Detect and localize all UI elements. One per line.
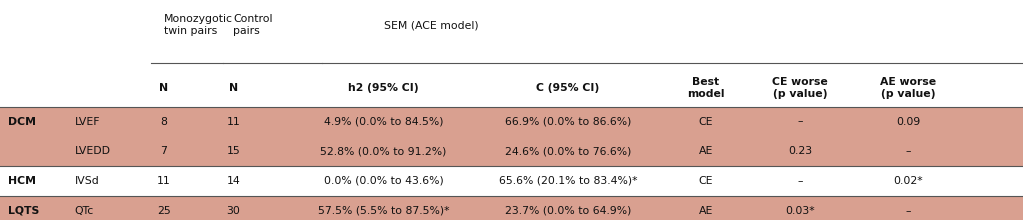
Text: 66.9% (0.0% to 86.6%): 66.9% (0.0% to 86.6%): [504, 117, 631, 126]
Bar: [0, 107, 1023, 136]
Text: 0.0% (0.0% to 43.6%): 0.0% (0.0% to 43.6%): [323, 176, 444, 186]
Text: Best
model: Best model: [687, 77, 724, 99]
Text: 0.23: 0.23: [788, 146, 812, 156]
Text: 30: 30: [226, 206, 240, 216]
Text: LVEF: LVEF: [75, 117, 100, 126]
Text: AE: AE: [699, 146, 713, 156]
Text: N: N: [160, 83, 168, 93]
Text: 0.02*: 0.02*: [894, 176, 923, 186]
Text: N: N: [229, 83, 237, 93]
Text: DCM: DCM: [8, 117, 36, 126]
Text: CE worse
(p value): CE worse (p value): [772, 77, 828, 99]
Text: HCM: HCM: [8, 176, 36, 186]
Text: –: –: [905, 146, 911, 156]
Bar: [0, 196, 1023, 220]
Text: 8: 8: [161, 117, 167, 126]
Text: Monozygotic
twin pairs: Monozygotic twin pairs: [164, 15, 232, 36]
Text: 11: 11: [226, 117, 240, 126]
Text: 65.6% (20.1% to 83.4%)*: 65.6% (20.1% to 83.4%)*: [498, 176, 637, 186]
Text: CE: CE: [699, 176, 713, 186]
Text: 52.8% (0.0% to 91.2%): 52.8% (0.0% to 91.2%): [320, 146, 447, 156]
Text: 0.09: 0.09: [896, 117, 921, 126]
Text: 11: 11: [157, 176, 171, 186]
Text: –: –: [797, 176, 803, 186]
Text: 4.9% (0.0% to 84.5%): 4.9% (0.0% to 84.5%): [324, 117, 443, 126]
Text: C (95% CI): C (95% CI): [536, 83, 599, 93]
Text: LVEDD: LVEDD: [75, 146, 110, 156]
Text: –: –: [905, 206, 911, 216]
Text: 14: 14: [226, 176, 240, 186]
Text: QTc: QTc: [75, 206, 94, 216]
Text: LQTS: LQTS: [8, 206, 40, 216]
Text: Control
pairs: Control pairs: [233, 15, 273, 36]
Text: h2 (95% CI): h2 (95% CI): [348, 83, 419, 93]
Text: 23.7% (0.0% to 64.9%): 23.7% (0.0% to 64.9%): [504, 206, 631, 216]
Text: 24.6% (0.0% to 76.6%): 24.6% (0.0% to 76.6%): [504, 146, 631, 156]
Text: CE: CE: [699, 117, 713, 126]
Text: AE: AE: [699, 206, 713, 216]
Text: SEM (ACE model): SEM (ACE model): [384, 20, 478, 30]
Text: 7: 7: [161, 146, 167, 156]
Text: IVSd: IVSd: [75, 176, 99, 186]
Bar: [0, 136, 1023, 166]
Text: 57.5% (5.5% to 87.5%)*: 57.5% (5.5% to 87.5%)*: [318, 206, 449, 216]
Text: 25: 25: [157, 206, 171, 216]
Text: –: –: [797, 117, 803, 126]
Text: 0.03*: 0.03*: [786, 206, 814, 216]
Text: 15: 15: [226, 146, 240, 156]
Text: AE worse
(p value): AE worse (p value): [881, 77, 936, 99]
